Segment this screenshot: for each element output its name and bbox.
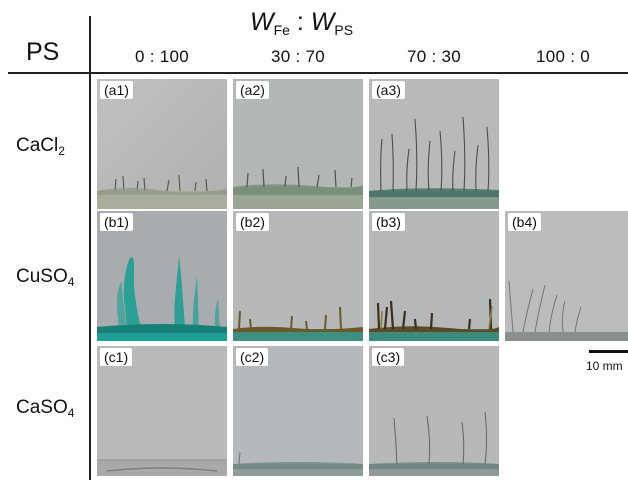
column-header-100-0: 100 : 0 [535,47,591,66]
photo-image [369,346,499,476]
photo-image [97,79,227,209]
panel-label: (b1) [100,213,133,231]
photo-image [97,211,227,341]
photo-panel-c3: (c3) [369,346,499,476]
photo-image [369,211,499,341]
photo-image [505,211,628,341]
panel-label: (b3) [372,213,405,231]
photo-image [233,211,363,341]
photo-panel-b2: (b2) [233,211,363,341]
scale-bar [589,350,628,353]
photo-panel-b1: (b1) [97,211,227,341]
photo-panel-b4: (b4) [505,211,628,341]
ps-header: PS [26,38,60,66]
panel-label: (a3) [372,81,405,99]
column-header-30-70: 30 : 70 [270,47,326,66]
photo-image [97,346,227,476]
photo-panel-a1: (a1) [97,79,227,209]
column-divider [89,16,91,480]
panel-label: (c2) [236,348,269,366]
photo-panel-b3: (b3) [369,211,499,341]
photo-panel-c2: (c2) [233,346,363,476]
column-header-70-30: 70 : 30 [406,47,462,66]
panel-label: (a2) [236,81,269,99]
photo-image [233,346,363,476]
photo-panel-c1: (c1) [97,346,227,476]
scale-bar-label: 10 mm [586,359,623,373]
mass-ratio-title: WFe : WPS [250,8,354,38]
row-label-cuso4: CuSO4 [16,266,75,289]
row-label-caso4: CaSO4 [16,397,75,420]
photo-image [369,79,499,209]
photo-panel-a2: (a2) [233,79,363,209]
header-divider [8,72,628,74]
photo-image [233,79,363,209]
row-label-cacl2: CaCl2 [16,135,65,158]
column-header-0-100: 0 : 100 [134,47,190,66]
panel-label: (b4) [508,213,541,231]
panel-label: (a1) [100,81,133,99]
panel-label: (c3) [372,348,405,366]
photo-panel-a3: (a3) [369,79,499,209]
panel-label: (b2) [236,213,269,231]
panel-label: (c1) [100,348,133,366]
